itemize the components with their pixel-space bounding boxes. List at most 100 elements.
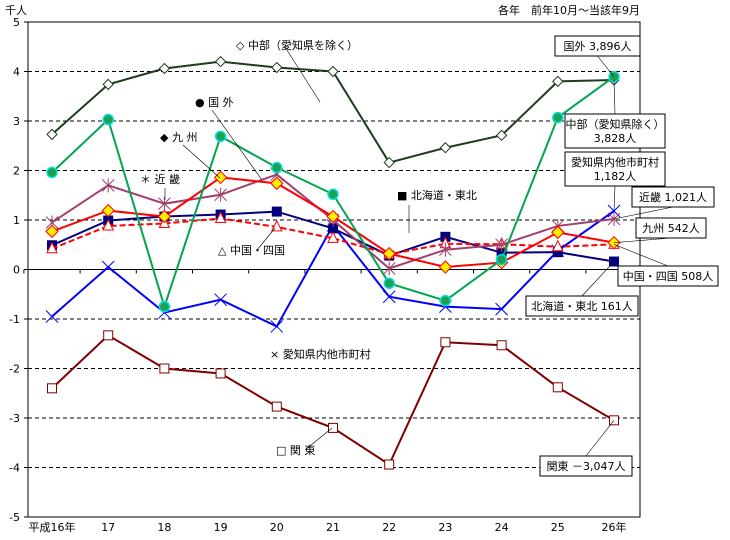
callout-line: 国外 3,896人: [564, 40, 632, 53]
callout-text: 北海道・東北 161人: [531, 299, 633, 313]
callout-box: [564, 113, 666, 149]
x-tick-label: 24: [495, 521, 509, 534]
callout-text: 関東 －3,047人: [547, 460, 626, 473]
y-tick-label: 2: [13, 165, 20, 178]
callout-leader: [613, 244, 669, 267]
y-unit-label: 千人: [5, 4, 27, 17]
callout-line: 北海道・東北 161人: [531, 299, 633, 313]
data-point: [158, 196, 171, 211]
data-point: [327, 188, 339, 201]
data-point: [101, 178, 115, 193]
data-point: [382, 290, 396, 304]
data-point: [439, 242, 452, 257]
data-point: [214, 211, 227, 224]
callout-box: [539, 455, 633, 477]
data-point: [551, 239, 564, 252]
data-point: [270, 320, 284, 333]
data-point: [214, 130, 227, 143]
data-point: [101, 260, 115, 274]
series-label: × 愛知県内他市町村: [270, 347, 371, 361]
y-tick-label: 1: [13, 214, 20, 227]
y-tick-label: -1: [9, 313, 20, 326]
series-label: △ 中国・四国: [218, 244, 285, 257]
period-note: 各年 前年10月～当該年9月: [498, 3, 640, 17]
data-point: [46, 128, 58, 141]
callout-box: [617, 265, 719, 287]
series-line: [51, 217, 615, 256]
data-point: [327, 231, 339, 243]
data-point: [214, 293, 227, 307]
x-tick-label: 21: [326, 521, 340, 534]
data-point: [213, 170, 228, 185]
y-tick-label: 4: [13, 66, 20, 79]
label-leader: [304, 427, 333, 451]
data-point: [103, 330, 114, 341]
y-tick-label: -3: [9, 412, 20, 425]
series-label: ◆ 九 州: [160, 131, 197, 144]
data-point: [214, 187, 227, 202]
series-label: □ 関 東: [276, 444, 315, 457]
data-point: [214, 55, 227, 68]
callout-line: 関東 －3,047人: [547, 460, 626, 473]
callout-text: 中部（愛知県除く） 3,828人: [566, 117, 665, 145]
data-point: [327, 65, 339, 78]
data-point: [46, 241, 58, 254]
callout-leader: [613, 80, 616, 115]
callout-box: [631, 186, 715, 208]
data-point: [271, 401, 282, 412]
callout-leader: [613, 237, 672, 243]
x-tick-label: 20: [270, 521, 284, 534]
label-leader: [211, 109, 263, 181]
data-point: [47, 383, 57, 394]
callout-box: [554, 35, 641, 57]
data-point: [496, 247, 507, 258]
callout-text: 中国・四国 508人: [623, 270, 714, 283]
data-point: [439, 142, 452, 154]
data-point: [271, 61, 283, 74]
data-point: [552, 382, 563, 393]
series-1: [46, 70, 620, 313]
data-point: [495, 253, 508, 266]
y-tick-label: -2: [9, 363, 20, 376]
callout-box: [635, 217, 707, 239]
x-tick-label: 19: [214, 521, 228, 534]
callout-line: 1,182人: [594, 170, 637, 183]
data-point: [440, 337, 451, 348]
data-point: [159, 363, 170, 374]
data-point: [158, 62, 171, 75]
data-point: [215, 368, 226, 379]
data-point: [328, 223, 338, 234]
callout-leader: [613, 185, 616, 212]
data-point: [270, 176, 284, 191]
callout-text: 九州 542人: [642, 222, 700, 235]
series-label: ■ 北海道・東北: [397, 188, 477, 202]
data-point: [439, 294, 452, 307]
callout-leader: [597, 55, 615, 77]
data-point: [552, 247, 563, 258]
data-point: [495, 129, 508, 142]
data-point: [46, 166, 58, 179]
y-tick-label: 5: [13, 16, 20, 29]
data-point: [384, 459, 395, 470]
data-point: [382, 261, 396, 276]
data-point: [438, 260, 453, 274]
y-tick-label: 0: [13, 264, 20, 277]
data-point: [271, 161, 283, 174]
callout-line: 中国・四国 508人: [623, 270, 714, 283]
data-point: [552, 111, 564, 124]
callout-line: 九州 542人: [642, 222, 700, 235]
y-tick-label: 3: [13, 115, 20, 128]
callout-line: 中部（愛知県除く）: [566, 117, 665, 131]
label-leader: [182, 144, 221, 179]
data-point: [45, 310, 59, 323]
label-leader: [256, 227, 276, 251]
series-0: [46, 55, 620, 169]
x-tick-label: 23: [438, 521, 452, 534]
series-label: ● 国 外: [195, 96, 234, 109]
callout-line: 3,828人: [594, 132, 637, 145]
data-point: [102, 78, 114, 91]
data-point: [328, 422, 338, 433]
data-point: [102, 218, 115, 231]
y-tick-label: -5: [9, 511, 20, 524]
